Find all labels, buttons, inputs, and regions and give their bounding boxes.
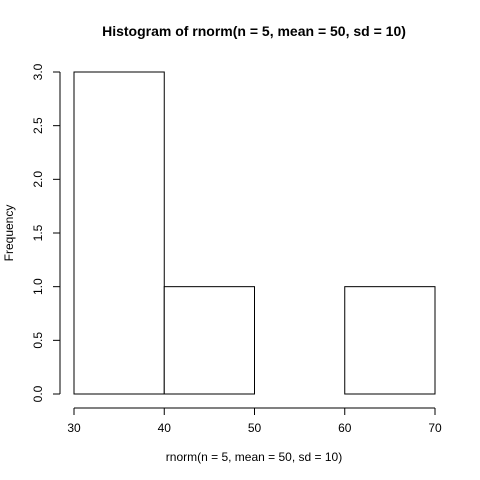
x-tick-label: 50 (248, 421, 262, 435)
y-axis-label: Frequency (2, 205, 16, 262)
bars (73, 71, 436, 395)
y-tick-label: 3.0 (31, 63, 45, 80)
x-tick-label: 60 (338, 421, 352, 435)
y-tick-label: 1.5 (31, 224, 45, 241)
histogram-bar-30-40 (73, 71, 165, 395)
y-tick-label: 2.5 (31, 117, 45, 134)
x-axis-label: rnorm(n = 5, mean = 50, sd = 10) (166, 450, 342, 464)
y-tick-label: 0.0 (31, 385, 45, 402)
histogram-bar-40-50 (163, 286, 255, 395)
x-axis: 30 40 50 60 70 (67, 407, 442, 435)
histogram-bar-60-70 (344, 286, 436, 395)
y-tick-label: 0.5 (31, 332, 45, 349)
x-tick-label: 70 (428, 421, 442, 435)
x-tick-label: 30 (67, 421, 81, 435)
y-axis: 0.0 0.5 1.0 1.5 2.0 2.5 3.0 (31, 63, 61, 402)
y-tick-label: 1.0 (31, 278, 45, 295)
y-tick-label: 2.0 (31, 171, 45, 188)
x-tick-label: 40 (158, 421, 172, 435)
chart-title: Histogram of rnorm(n = 5, mean = 50, sd … (102, 23, 406, 39)
